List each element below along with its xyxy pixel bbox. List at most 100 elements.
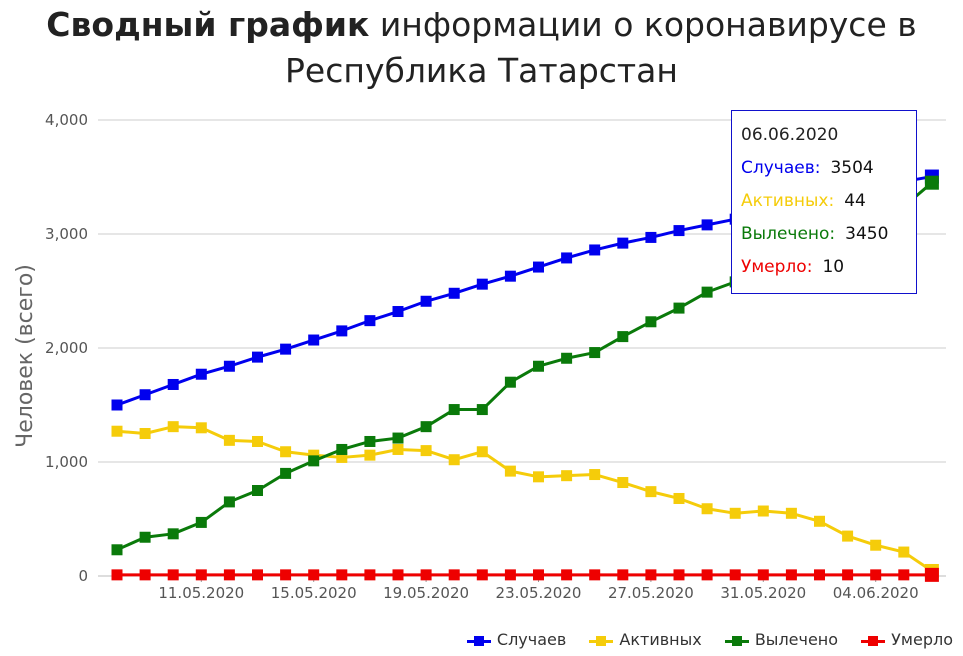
data-point-deaths[interactable] — [842, 569, 854, 581]
data-point-deaths[interactable] — [280, 569, 292, 581]
data-point-recovered[interactable] — [111, 544, 123, 556]
data-point-cases[interactable] — [139, 389, 151, 401]
data-point-active[interactable] — [223, 434, 235, 446]
data-point-deaths[interactable] — [308, 569, 320, 581]
data-point-recovered[interactable] — [364, 435, 376, 447]
data-point-active[interactable] — [448, 454, 460, 466]
data-point-cases[interactable] — [448, 287, 460, 299]
data-point-deaths[interactable] — [336, 569, 348, 581]
data-point-active[interactable] — [589, 469, 601, 481]
data-point-deaths[interactable] — [364, 569, 376, 581]
data-point-deaths[interactable] — [924, 567, 939, 582]
data-point-recovered[interactable] — [195, 516, 207, 528]
data-point-active[interactable] — [280, 446, 292, 458]
data-point-active[interactable] — [392, 443, 404, 455]
data-point-cases[interactable] — [617, 237, 629, 249]
data-point-cases[interactable] — [392, 306, 404, 318]
data-point-active[interactable] — [898, 546, 910, 558]
data-point-recovered[interactable] — [533, 360, 544, 372]
data-point-active[interactable] — [167, 421, 179, 433]
data-point-recovered[interactable] — [336, 443, 348, 455]
data-point-recovered[interactable] — [308, 455, 320, 467]
data-point-recovered[interactable] — [617, 331, 629, 343]
data-point-active[interactable] — [785, 507, 797, 519]
data-point-deaths[interactable] — [392, 569, 404, 581]
data-point-deaths[interactable] — [729, 569, 741, 581]
data-point-active[interactable] — [476, 446, 488, 458]
data-point-active[interactable] — [870, 539, 882, 551]
data-point-active[interactable] — [814, 515, 825, 527]
data-point-recovered[interactable] — [589, 347, 601, 359]
data-point-cases[interactable] — [280, 343, 292, 355]
data-point-deaths[interactable] — [504, 569, 516, 581]
data-point-active[interactable] — [195, 422, 207, 434]
data-point-active[interactable] — [617, 477, 629, 489]
legend-item-deaths[interactable]: Умерло — [861, 630, 953, 649]
data-point-recovered[interactable] — [252, 485, 263, 496]
data-point-recovered[interactable] — [223, 496, 235, 508]
data-point-deaths[interactable] — [701, 569, 713, 581]
data-point-recovered[interactable] — [673, 302, 685, 314]
data-point-cases[interactable] — [701, 219, 713, 231]
data-point-cases[interactable] — [645, 231, 657, 243]
data-point-deaths[interactable] — [870, 569, 882, 581]
data-point-deaths[interactable] — [111, 569, 123, 581]
data-point-deaths[interactable] — [195, 569, 207, 581]
data-point-cases[interactable] — [476, 278, 488, 290]
data-point-deaths[interactable] — [645, 569, 657, 581]
legend-item-recovered[interactable]: Вылечено — [724, 630, 838, 649]
data-point-active[interactable] — [842, 530, 854, 542]
data-point-recovered[interactable] — [645, 316, 657, 328]
data-point-recovered[interactable] — [392, 432, 404, 444]
data-point-deaths[interactable] — [223, 569, 235, 581]
data-point-deaths[interactable] — [785, 569, 797, 581]
data-point-deaths[interactable] — [533, 569, 544, 581]
data-point-deaths[interactable] — [757, 569, 769, 581]
data-point-cases[interactable] — [673, 225, 685, 237]
data-point-active[interactable] — [533, 471, 544, 483]
data-point-active[interactable] — [308, 449, 320, 461]
data-point-cases[interactable] — [223, 360, 235, 372]
legend-item-active[interactable]: Активных — [589, 630, 702, 649]
data-point-cases[interactable] — [111, 399, 123, 411]
data-point-recovered[interactable] — [280, 467, 292, 479]
data-point-cases[interactable] — [308, 334, 320, 346]
data-point-deaths[interactable] — [814, 569, 825, 581]
data-point-cases[interactable] — [561, 252, 573, 264]
data-point-deaths[interactable] — [561, 569, 573, 581]
data-point-active[interactable] — [729, 507, 741, 519]
data-point-active[interactable] — [111, 425, 123, 437]
data-point-active[interactable] — [701, 503, 713, 515]
data-point-recovered[interactable] — [167, 528, 179, 540]
data-point-deaths[interactable] — [589, 569, 601, 581]
series-deaths[interactable] — [111, 567, 939, 582]
data-point-active[interactable] — [757, 505, 769, 517]
data-point-deaths[interactable] — [139, 569, 151, 581]
data-point-recovered[interactable] — [701, 286, 713, 298]
data-point-active[interactable] — [364, 449, 376, 461]
data-point-active[interactable] — [252, 435, 263, 447]
data-point-active[interactable] — [420, 445, 432, 457]
data-point-deaths[interactable] — [898, 569, 910, 581]
data-point-cases[interactable] — [252, 351, 263, 363]
data-point-active[interactable] — [336, 451, 348, 463]
data-point-recovered[interactable] — [504, 376, 516, 388]
data-point-deaths[interactable] — [476, 569, 488, 581]
data-point-cases[interactable] — [167, 378, 179, 390]
data-point-cases[interactable] — [589, 244, 601, 256]
data-point-deaths[interactable] — [617, 569, 629, 581]
data-point-cases[interactable] — [420, 295, 432, 307]
data-point-active[interactable] — [673, 492, 685, 504]
data-point-cases[interactable] — [504, 270, 516, 282]
data-point-deaths[interactable] — [420, 569, 432, 581]
data-point-active[interactable] — [139, 428, 151, 439]
data-point-cases[interactable] — [195, 368, 207, 380]
data-point-cases[interactable] — [336, 325, 348, 337]
data-point-recovered[interactable] — [448, 404, 460, 416]
series-active[interactable] — [111, 421, 939, 578]
data-point-active[interactable] — [504, 465, 516, 477]
data-point-deaths[interactable] — [252, 569, 263, 581]
data-point-active[interactable] — [645, 486, 657, 498]
data-point-cases[interactable] — [364, 315, 376, 327]
data-point-recovered[interactable] — [476, 404, 488, 416]
